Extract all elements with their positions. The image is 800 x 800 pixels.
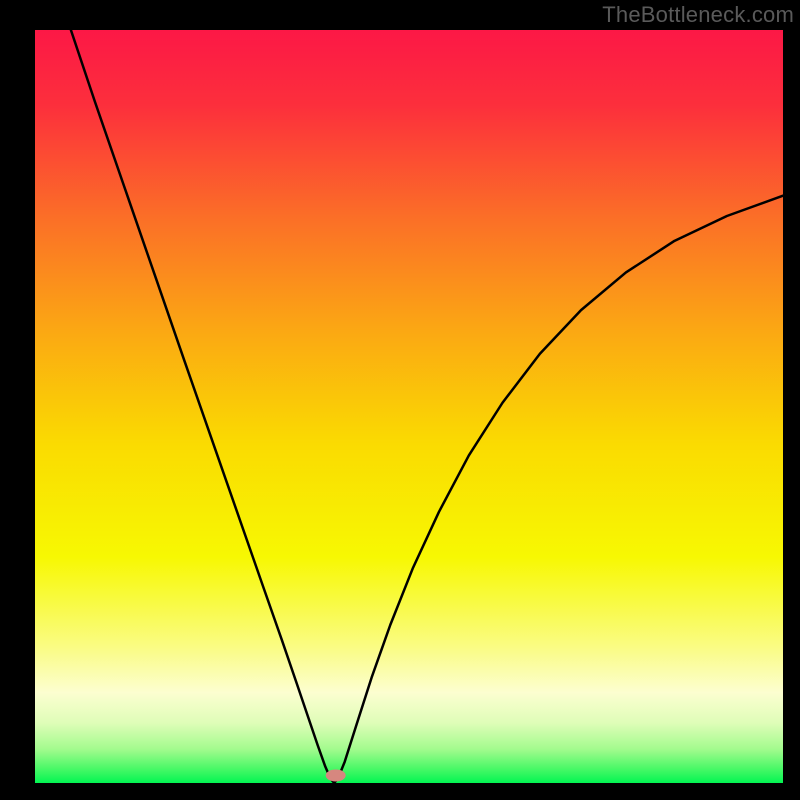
chart-frame: TheBottleneck.com — [0, 0, 800, 800]
watermark-text: TheBottleneck.com — [602, 2, 794, 28]
optimum-marker — [326, 769, 346, 781]
plot-gradient-background — [35, 30, 783, 783]
bottleneck-chart — [0, 0, 800, 800]
